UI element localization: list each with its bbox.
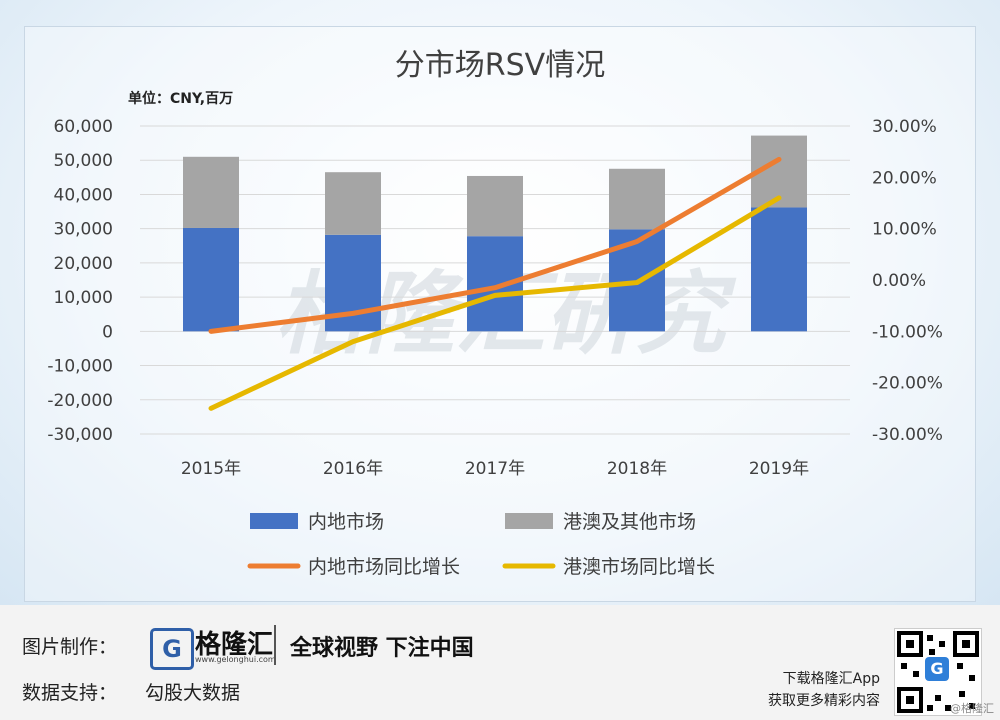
left-axis-tick-label: 60,000	[54, 117, 113, 137]
footer	[0, 605, 1000, 720]
right-axis-tick-label: -30.00%	[872, 425, 943, 445]
brand-divider	[274, 625, 276, 665]
app-promo: 下载格隆汇App 获取更多精彩内容	[768, 668, 880, 712]
left-axis-tick-label: -10,000	[47, 357, 113, 377]
line-内地市场同比增长	[208, 156, 782, 334]
x-axis-tick-label: 2018年	[607, 459, 667, 479]
data-support-label: 数据支持：	[22, 682, 118, 704]
bar-内地市场	[751, 207, 807, 332]
legend-swatch-港澳及其他市场	[505, 513, 553, 529]
bar-港澳及其他市场	[609, 168, 665, 230]
bar-内地市场	[183, 227, 239, 332]
slogan: 全球视野 下注中国	[290, 636, 474, 661]
left-axis-tick-label: 40,000	[54, 185, 113, 205]
left-axis-tick-label: 30,000	[54, 220, 113, 240]
right-axis-tick-label: -10.00%	[872, 322, 943, 342]
chart-title: 分市场RSV情况	[395, 48, 605, 83]
qr-logo-icon: G	[925, 657, 949, 681]
legend-label-港澳及其他市场: 港澳及其他市场	[563, 511, 696, 533]
made-by-label: 图片制作：	[22, 636, 118, 658]
bar-series	[183, 135, 807, 332]
right-axis-tick-label: 0.00%	[872, 271, 926, 291]
legend-label-港澳市场同比增长: 港澳市场同比增长	[563, 556, 715, 578]
right-axis-ticks: 30.00% 20.00% 10.00% 0.00% -10.00% -20.00% -30…	[872, 117, 943, 445]
chart: 格隆汇研究 分市场RSV情况 单位：CNY,百万 60,00050,00040,…	[47, 48, 943, 578]
line-港澳市场同比增长	[208, 195, 782, 411]
legend-label-内地市场: 内地市场	[308, 511, 384, 533]
left-axis-tick-label: 10,000	[54, 288, 113, 308]
bar-港澳及其他市场	[325, 172, 381, 235]
x-axis-tick-label: 2015年	[181, 459, 241, 479]
left-axis-tick-label: 20,000	[54, 254, 113, 274]
app-promo-line2: 获取更多精彩内容	[768, 693, 880, 709]
left-axis-tick-label: 0	[102, 322, 113, 342]
unit-label: 单位：CNY,百万	[128, 90, 233, 107]
x-axis-tick-label: 2016年	[323, 459, 383, 479]
left-axis-tick-label: -20,000	[47, 391, 113, 411]
right-axis-tick-label: 10.00%	[872, 220, 937, 240]
x-axis-tick-label: 2019年	[749, 459, 809, 479]
app-promo-line1: 下载格隆汇App	[782, 671, 880, 687]
right-axis-tick-label: 30.00%	[872, 117, 937, 137]
right-axis-tick-label: -20.00%	[872, 374, 943, 394]
right-axis-tick-label: 20.00%	[872, 168, 937, 188]
line-series	[208, 156, 782, 411]
x-axis-tick-label: 2017年	[465, 459, 525, 479]
legend-swatch-内地市场	[250, 513, 298, 529]
brand-logo-icon: G	[150, 628, 194, 670]
bar-港澳及其他市场	[183, 156, 239, 228]
corner-watermark: @格隆汇	[950, 702, 994, 715]
brand-url: www.gelonghui.com	[195, 655, 276, 664]
data-source: 勾股大数据	[145, 682, 241, 704]
legend-label-内地市场同比增长: 内地市场同比增长	[308, 556, 460, 578]
brand-name: 格隆汇	[195, 630, 274, 660]
left-axis-ticks: 60,000 50,000 40,000 30,000 20,000 10,000 0 -10…	[47, 117, 113, 445]
left-axis-tick-label: -30,000	[47, 425, 113, 445]
x-axis-ticks: 2015年 2016年 2017年 2018年 2019年	[181, 459, 809, 479]
left-axis-tick-label: 50,000	[54, 151, 113, 171]
bar-港澳及其他市场	[467, 175, 523, 237]
